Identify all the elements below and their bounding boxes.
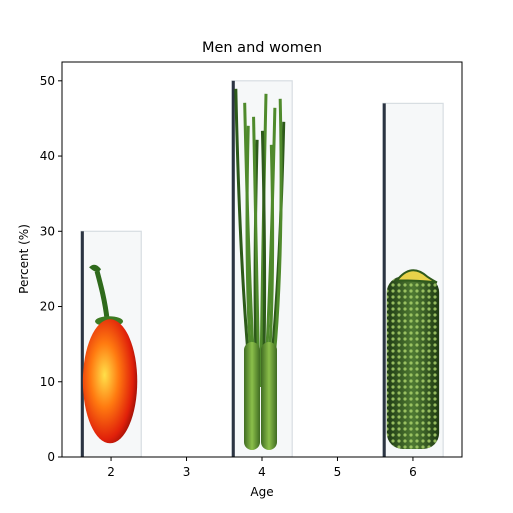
bar-6 (382, 102, 444, 457)
y-tick-label: 50 (40, 74, 55, 88)
x-tick-label: 5 (334, 465, 342, 479)
y-tick-label: 10 (40, 375, 55, 389)
y-tick-label: 20 (40, 300, 55, 314)
bars-layer (80, 80, 444, 457)
x-axis-label: Age (250, 485, 273, 499)
bar-4 (231, 80, 293, 457)
green-onion-image (234, 88, 286, 450)
ticks-layer: 2 3 4 5 6 0 10 20 30 40 50 (40, 74, 417, 479)
pepper-image (82, 264, 138, 444)
plot-frame (61, 61, 463, 458)
y-tick-label: 40 (40, 149, 55, 163)
x-tick-label: 6 (409, 465, 417, 479)
y-axis-label: Percent (%) (17, 224, 31, 294)
x-tick-label: 4 (258, 465, 266, 479)
x-tick-label: 3 (183, 465, 191, 479)
y-tick-label: 30 (40, 224, 55, 238)
bar-2 (80, 230, 142, 457)
y-tick-label: 0 (47, 450, 55, 464)
chart-title: Men and women (202, 40, 322, 56)
x-tick-label: 2 (107, 465, 115, 479)
cucumber-image (386, 269, 440, 449)
